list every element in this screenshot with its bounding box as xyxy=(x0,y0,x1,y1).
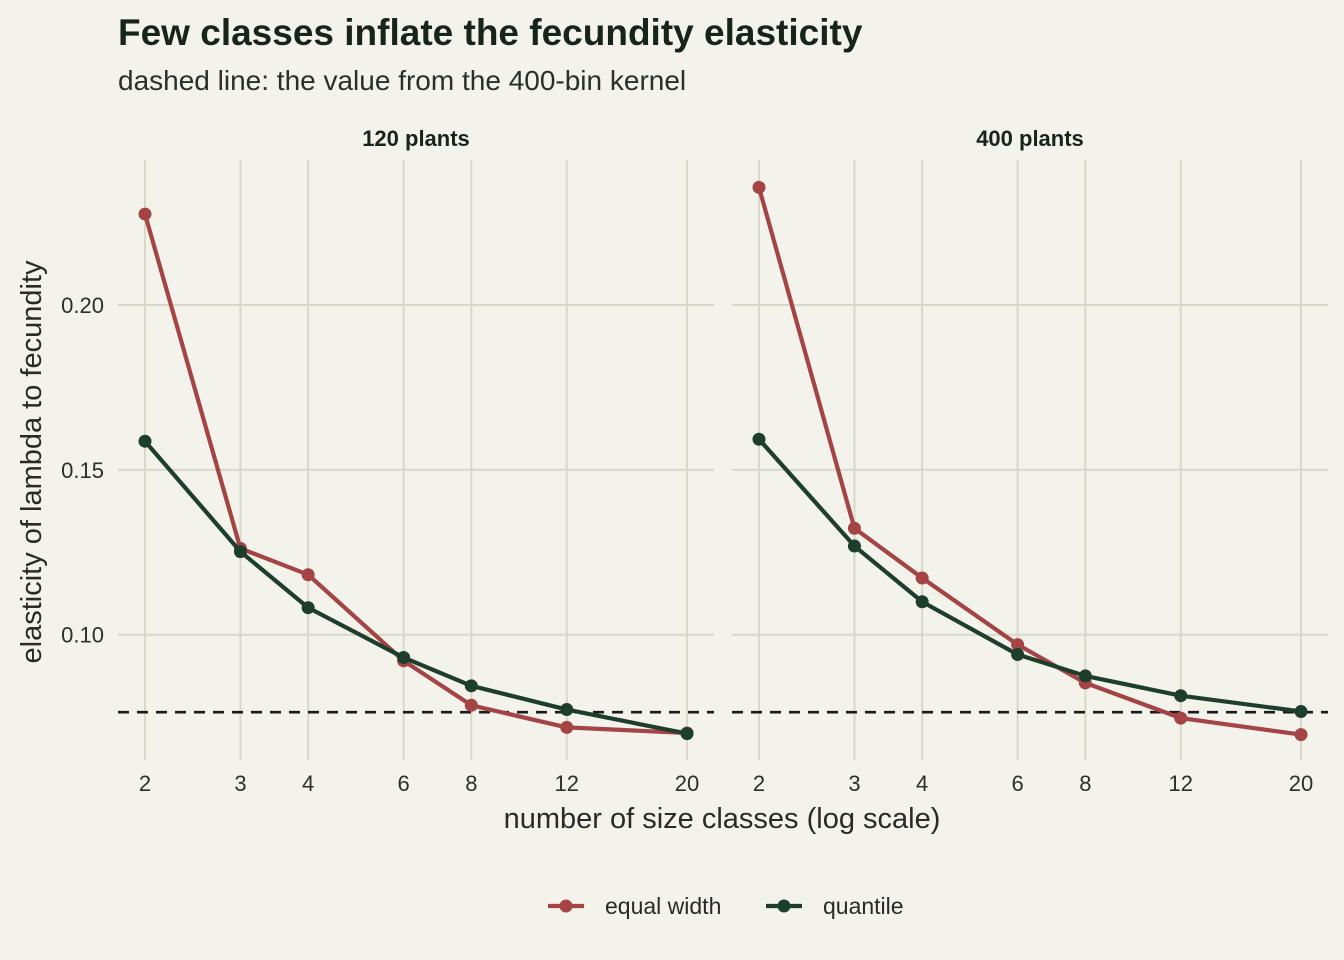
data-point xyxy=(233,545,247,559)
y-axis-title: elasticity of lambda to fecundity xyxy=(16,260,48,663)
x-tick-label: 3 xyxy=(234,771,246,796)
data-point xyxy=(397,650,411,664)
data-point xyxy=(1294,705,1308,719)
data-point xyxy=(464,679,478,693)
x-tick-label: 6 xyxy=(397,771,409,796)
legend-swatch-point xyxy=(777,899,791,913)
data-point xyxy=(1011,638,1025,652)
x-tick-label: 20 xyxy=(675,771,699,796)
y-tick-label: 0.20 xyxy=(61,293,104,318)
data-point xyxy=(847,521,861,535)
legend-label: quantile xyxy=(823,893,904,919)
series-line xyxy=(756,186,1302,737)
x-tick-label: 12 xyxy=(555,771,579,796)
data-point xyxy=(915,571,929,585)
x-tick-label: 4 xyxy=(302,771,314,796)
data-point xyxy=(1174,711,1188,725)
legend: equal width quantile xyxy=(548,893,904,919)
x-tick-label: 4 xyxy=(916,771,928,796)
data-point xyxy=(560,703,574,717)
facet-panels: 120 plants 2 3 4 6 8 12 20 0.10 0.15 0.20 400 plant… xyxy=(61,126,1328,796)
data-point xyxy=(464,698,478,712)
data-point xyxy=(301,601,315,615)
legend-swatch-point xyxy=(559,899,573,913)
data-point xyxy=(1078,669,1092,683)
y-tick-label: 0.15 xyxy=(61,458,104,483)
data-point xyxy=(560,720,574,734)
data-point xyxy=(847,539,861,553)
chart-title: Few classes inflate the fecundity elasti… xyxy=(118,12,863,53)
x-tick-label: 20 xyxy=(1289,771,1313,796)
x-tick-label: 12 xyxy=(1169,771,1193,796)
data-point xyxy=(1294,728,1308,742)
facet-strip-label: 120 plants xyxy=(362,126,470,151)
data-point xyxy=(752,432,766,446)
data-point xyxy=(301,568,315,582)
x-tick-label: 2 xyxy=(753,771,765,796)
legend-item: quantile xyxy=(766,893,904,919)
data-point xyxy=(680,727,694,741)
data-point xyxy=(1174,689,1188,703)
data-point xyxy=(752,180,766,194)
x-tick-label: 2 xyxy=(139,771,151,796)
series-line xyxy=(142,213,688,736)
x-tick-label: 6 xyxy=(1011,771,1023,796)
facet-strip-label: 400 plants xyxy=(976,126,1084,151)
data-point xyxy=(138,207,152,221)
facet-panel: 120 plants 2 3 4 6 8 12 20 0.10 0.15 0.20 xyxy=(61,126,714,796)
data-point xyxy=(915,595,929,609)
x-tick-label: 8 xyxy=(465,771,477,796)
x-axis-title: number of size classes (log scale) xyxy=(504,803,941,835)
y-tick-label: 0.10 xyxy=(61,623,104,648)
series-line xyxy=(143,439,688,736)
data-point xyxy=(138,434,152,448)
x-tick-label: 3 xyxy=(848,771,860,796)
x-tick-label: 8 xyxy=(1079,771,1091,796)
chart-subtitle: dashed line: the value from the 400-bin … xyxy=(118,65,686,96)
legend-item: equal width xyxy=(548,893,721,919)
legend-label: equal width xyxy=(605,893,721,919)
data-point xyxy=(1011,648,1025,662)
facet-panel: 400 plants 2 3 4 6 8 12 20 xyxy=(732,126,1328,796)
